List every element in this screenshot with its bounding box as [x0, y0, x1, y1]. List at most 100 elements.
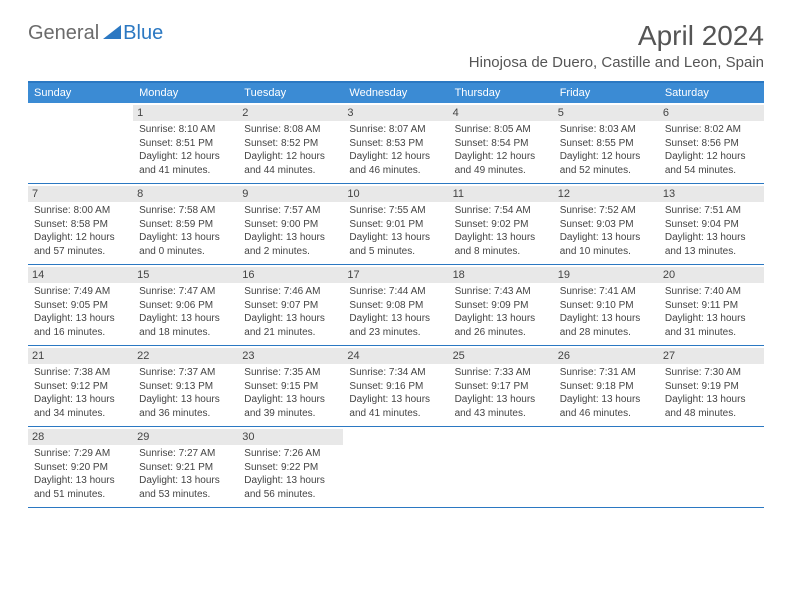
day-number: 6: [659, 105, 764, 121]
sunset-line: Sunset: 9:07 PM: [244, 299, 337, 313]
day-number: 11: [449, 186, 554, 202]
day-number: 15: [133, 267, 238, 283]
weeks-container: 1Sunrise: 8:10 AMSunset: 8:51 PMDaylight…: [28, 103, 764, 508]
day-cell: [659, 427, 764, 507]
sunrise-line: Sunrise: 7:38 AM: [34, 366, 127, 380]
daylight-line: Daylight: 12 hours and 46 minutes.: [349, 150, 442, 177]
day-cell: 22Sunrise: 7:37 AMSunset: 9:13 PMDayligh…: [133, 346, 238, 426]
day-number: 5: [554, 105, 659, 121]
day-cell: 12Sunrise: 7:52 AMSunset: 9:03 PMDayligh…: [554, 184, 659, 264]
sunset-line: Sunset: 9:22 PM: [244, 461, 337, 475]
day-cell: 6Sunrise: 8:02 AMSunset: 8:56 PMDaylight…: [659, 103, 764, 183]
day-cell: 26Sunrise: 7:31 AMSunset: 9:18 PMDayligh…: [554, 346, 659, 426]
sunrise-line: Sunrise: 8:07 AM: [349, 123, 442, 137]
day-number: 29: [133, 429, 238, 445]
day-cell: 15Sunrise: 7:47 AMSunset: 9:06 PMDayligh…: [133, 265, 238, 345]
daylight-line: Daylight: 12 hours and 54 minutes.: [665, 150, 758, 177]
day-number: 10: [343, 186, 448, 202]
day-number: 28: [28, 429, 133, 445]
sunrise-line: Sunrise: 7:52 AM: [560, 204, 653, 218]
sunrise-line: Sunrise: 7:44 AM: [349, 285, 442, 299]
day-cell: 9Sunrise: 7:57 AMSunset: 9:00 PMDaylight…: [238, 184, 343, 264]
sunrise-line: Sunrise: 7:43 AM: [455, 285, 548, 299]
daylight-line: Daylight: 13 hours and 34 minutes.: [34, 393, 127, 420]
day-cell: 10Sunrise: 7:55 AMSunset: 9:01 PMDayligh…: [343, 184, 448, 264]
day-cell: 25Sunrise: 7:33 AMSunset: 9:17 PMDayligh…: [449, 346, 554, 426]
sunset-line: Sunset: 8:59 PM: [139, 218, 232, 232]
sunrise-line: Sunrise: 8:03 AM: [560, 123, 653, 137]
location: Hinojosa de Duero, Castille and Leon, Sp…: [469, 54, 764, 71]
day-cell: 13Sunrise: 7:51 AMSunset: 9:04 PMDayligh…: [659, 184, 764, 264]
day-header: Thursday: [449, 83, 554, 103]
sunrise-line: Sunrise: 7:33 AM: [455, 366, 548, 380]
day-number: 23: [238, 348, 343, 364]
daylight-line: Daylight: 12 hours and 44 minutes.: [244, 150, 337, 177]
day-number: 12: [554, 186, 659, 202]
day-header: Tuesday: [238, 83, 343, 103]
sunset-line: Sunset: 8:53 PM: [349, 137, 442, 151]
sunrise-line: Sunrise: 8:02 AM: [665, 123, 758, 137]
day-header: Sunday: [28, 83, 133, 103]
day-number: 22: [133, 348, 238, 364]
sunset-line: Sunset: 9:11 PM: [665, 299, 758, 313]
day-cell: 2Sunrise: 8:08 AMSunset: 8:52 PMDaylight…: [238, 103, 343, 183]
sunset-line: Sunset: 9:04 PM: [665, 218, 758, 232]
sunrise-line: Sunrise: 7:26 AM: [244, 447, 337, 461]
sunset-line: Sunset: 9:01 PM: [349, 218, 442, 232]
sunset-line: Sunset: 9:19 PM: [665, 380, 758, 394]
sunrise-line: Sunrise: 7:54 AM: [455, 204, 548, 218]
daylight-line: Daylight: 13 hours and 26 minutes.: [455, 312, 548, 339]
day-cell: 3 Sunrise: 8:07 AMSunset: 8:53 PMDaylight…: [343, 103, 448, 183]
day-cell: 19Sunrise: 7:41 AMSunset: 9:10 PMDayligh…: [554, 265, 659, 345]
day-number: 13: [659, 186, 764, 202]
sunrise-line: Sunrise: 7:46 AM: [244, 285, 337, 299]
day-header: Friday: [554, 83, 659, 103]
day-number: 17: [343, 267, 448, 283]
day-cell: 27Sunrise: 7:30 AMSunset: 9:19 PMDayligh…: [659, 346, 764, 426]
day-number: 2: [238, 105, 343, 121]
sunset-line: Sunset: 9:21 PM: [139, 461, 232, 475]
daylight-line: Daylight: 13 hours and 23 minutes.: [349, 312, 442, 339]
month-title: April 2024: [469, 20, 764, 52]
sunset-line: Sunset: 9:17 PM: [455, 380, 548, 394]
sunrise-line: Sunrise: 7:57 AM: [244, 204, 337, 218]
day-cell: 23Sunrise: 7:35 AMSunset: 9:15 PMDayligh…: [238, 346, 343, 426]
daylight-line: Daylight: 13 hours and 46 minutes.: [560, 393, 653, 420]
sunrise-line: Sunrise: 7:47 AM: [139, 285, 232, 299]
sunset-line: Sunset: 9:06 PM: [139, 299, 232, 313]
sunset-line: Sunset: 9:20 PM: [34, 461, 127, 475]
sunrise-line: Sunrise: 7:51 AM: [665, 204, 758, 218]
sunset-line: Sunset: 8:55 PM: [560, 137, 653, 151]
day-cell: 20Sunrise: 7:40 AMSunset: 9:11 PMDayligh…: [659, 265, 764, 345]
day-number: 27: [659, 348, 764, 364]
day-number: 8: [133, 186, 238, 202]
day-cell: 28Sunrise: 7:29 AMSunset: 9:20 PMDayligh…: [28, 427, 133, 507]
day-header: Saturday: [659, 83, 764, 103]
sunset-line: Sunset: 8:52 PM: [244, 137, 337, 151]
day-cell: 4Sunrise: 8:05 AMSunset: 8:54 PMDaylight…: [449, 103, 554, 183]
daylight-line: Daylight: 12 hours and 57 minutes.: [34, 231, 127, 258]
sunset-line: Sunset: 9:15 PM: [244, 380, 337, 394]
sunset-line: Sunset: 8:54 PM: [455, 137, 548, 151]
sunrise-line: Sunrise: 7:30 AM: [665, 366, 758, 380]
sunset-line: Sunset: 9:18 PM: [560, 380, 653, 394]
day-number: 3: [343, 105, 448, 121]
sunset-line: Sunset: 9:00 PM: [244, 218, 337, 232]
header: General Blue April 2024 Hinojosa de Duer…: [28, 20, 764, 71]
daylight-line: Daylight: 12 hours and 49 minutes.: [455, 150, 548, 177]
day-cell: 18Sunrise: 7:43 AMSunset: 9:09 PMDayligh…: [449, 265, 554, 345]
daylight-line: Daylight: 13 hours and 56 minutes.: [244, 474, 337, 501]
sunrise-line: Sunrise: 7:31 AM: [560, 366, 653, 380]
day-header-row: SundayMondayTuesdayWednesdayThursdayFrid…: [28, 83, 764, 103]
day-number: 18: [449, 267, 554, 283]
day-number: 9: [238, 186, 343, 202]
day-cell: 21Sunrise: 7:38 AMSunset: 9:12 PMDayligh…: [28, 346, 133, 426]
week-row: 14Sunrise: 7:49 AMSunset: 9:05 PMDayligh…: [28, 265, 764, 346]
daylight-line: Daylight: 13 hours and 41 minutes.: [349, 393, 442, 420]
week-row: 28Sunrise: 7:29 AMSunset: 9:20 PMDayligh…: [28, 427, 764, 508]
title-block: April 2024 Hinojosa de Duero, Castille a…: [469, 20, 764, 71]
day-number: 30: [238, 429, 343, 445]
day-cell: 7Sunrise: 8:00 AMSunset: 8:58 PMDaylight…: [28, 184, 133, 264]
sunset-line: Sunset: 9:13 PM: [139, 380, 232, 394]
sunrise-line: Sunrise: 7:35 AM: [244, 366, 337, 380]
